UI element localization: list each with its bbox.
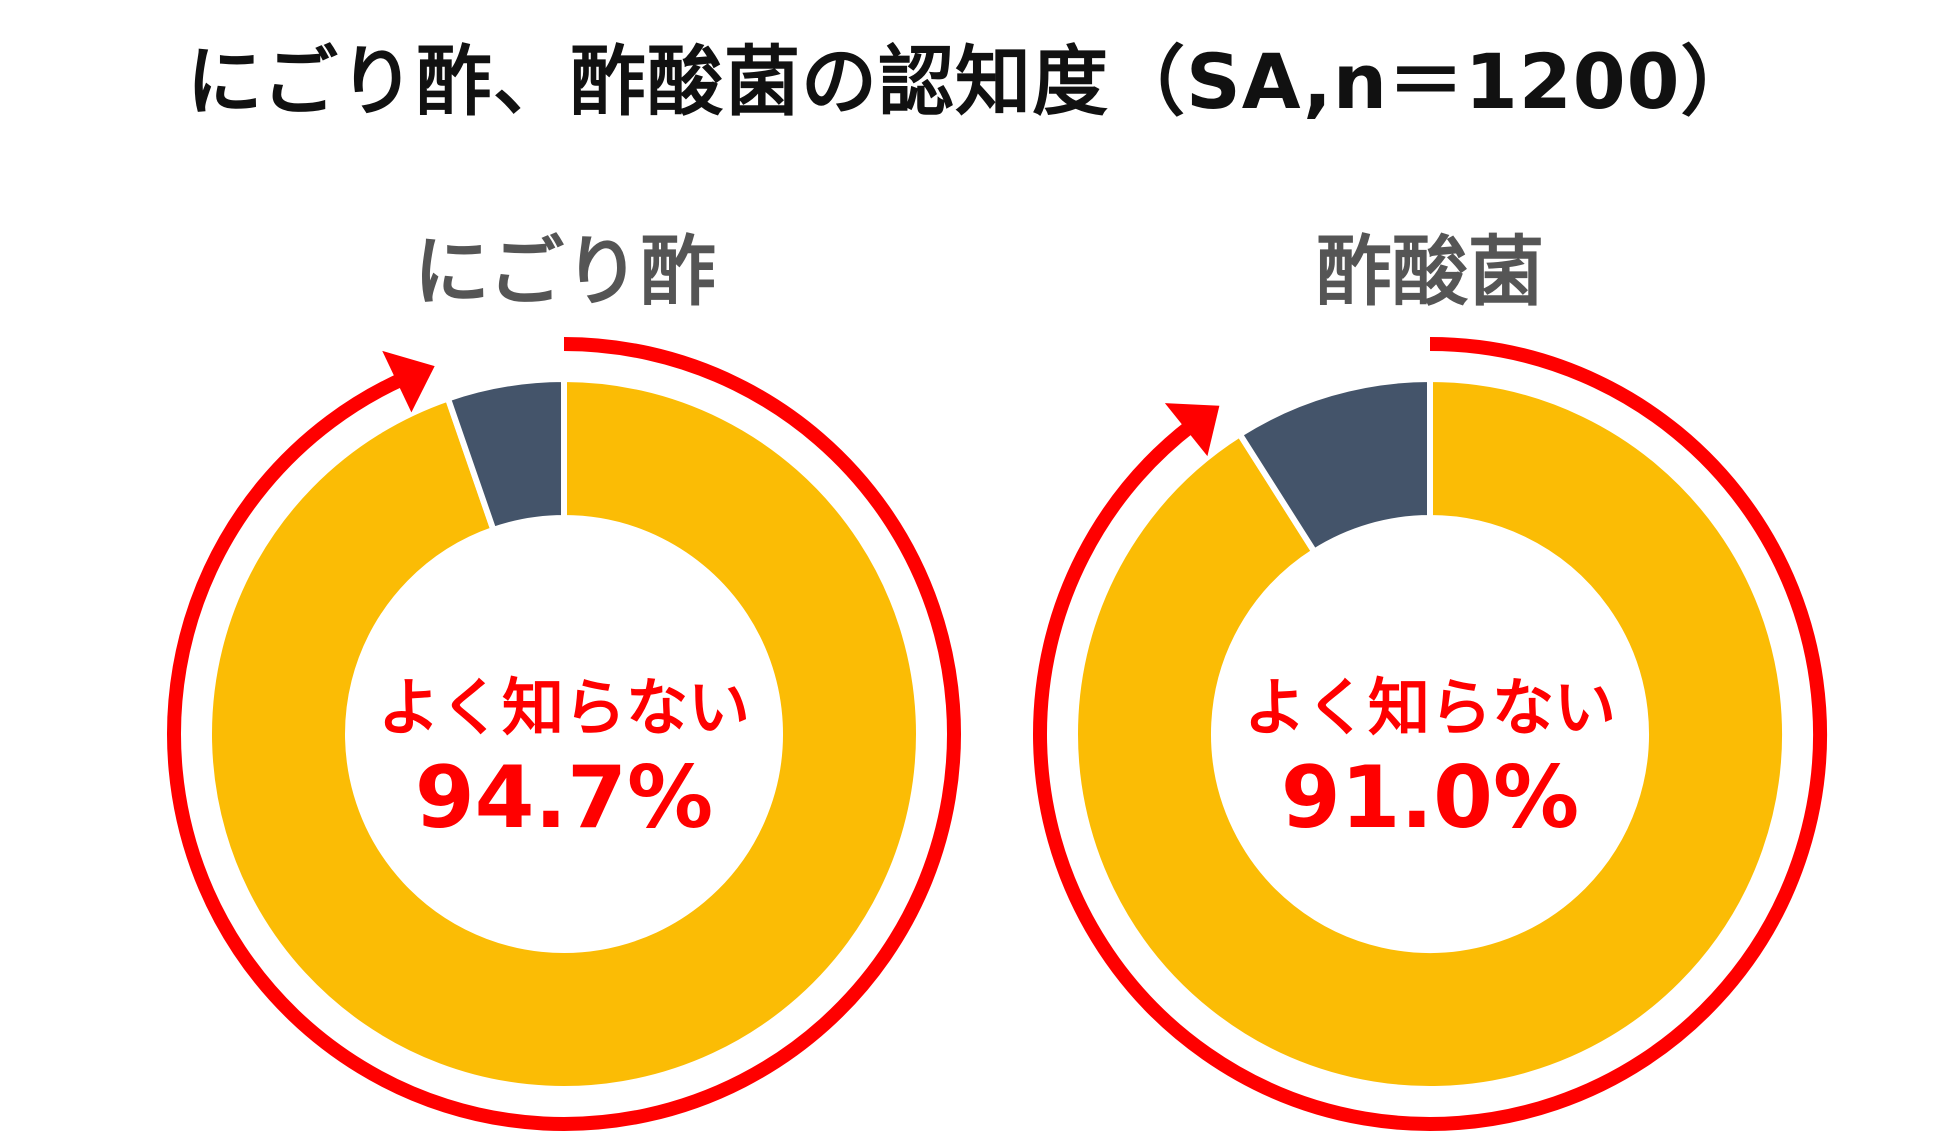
chart-title-left: にごり酢	[413, 227, 717, 316]
center-value-right: 91.0%	[1280, 748, 1580, 848]
slice-other	[444, 375, 567, 534]
arrow-head	[1164, 403, 1220, 457]
donut-chart-sakusankin	[1033, 337, 1827, 1131]
center-caption-right: よく知らない	[1243, 671, 1616, 744]
slice-unknown	[206, 375, 922, 1092]
slice-unknown	[1072, 375, 1788, 1092]
chart-title-right: 酢酸菌	[1316, 227, 1544, 316]
center-label-right: よく知らない 91.0%	[1220, 668, 1640, 848]
main-title: にごり酢、酢酸菌の認知度（SA,n＝1200）	[186, 37, 1758, 126]
center-caption-left: よく知らない	[377, 671, 750, 744]
arrow-head	[382, 350, 435, 413]
donut-chart-nigori	[167, 337, 961, 1131]
center-label-left: よく知らない 94.7%	[354, 668, 774, 848]
center-value-left: 94.7%	[414, 748, 714, 848]
arrow-ring	[167, 337, 961, 1131]
arrow-ring	[1033, 337, 1827, 1131]
slice-other	[1235, 375, 1433, 556]
